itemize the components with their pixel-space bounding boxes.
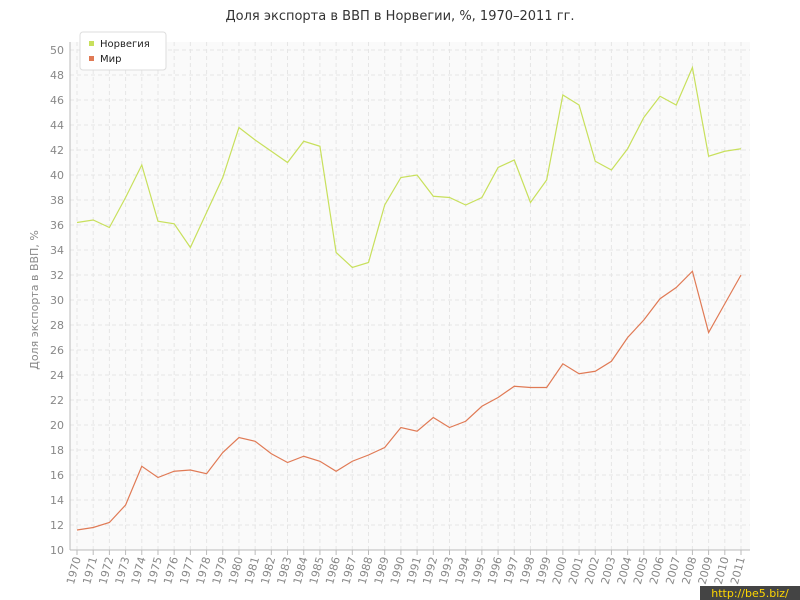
plot-area [70, 42, 750, 550]
chart-title: Доля экспорта в ВВП в Норвегии, %, 1970–… [225, 9, 574, 24]
y-tick-label: 28 [50, 319, 64, 332]
legend-box [79, 31, 167, 71]
y-tick-label: 44 [50, 119, 64, 132]
legend-swatch [89, 56, 94, 61]
y-tick-label: 18 [50, 444, 64, 457]
y-tick-label: 46 [50, 94, 64, 107]
y-tick-label: 14 [50, 494, 64, 507]
y-tick-label: 26 [50, 344, 64, 357]
series-line [76, 65, 742, 269]
y-tick-label: 30 [50, 294, 64, 307]
y-tick-label: 50 [50, 44, 64, 57]
legend-label: Мир [100, 54, 121, 65]
y-tick-label: 42 [50, 144, 64, 157]
legend-swatch [89, 41, 94, 46]
y-tick-label: 24 [50, 369, 64, 382]
y-tick-label: 32 [50, 269, 64, 282]
y-tick-label: 34 [50, 244, 64, 257]
y-tick-label: 16 [50, 469, 64, 482]
y-tick-label: 36 [50, 219, 64, 232]
watermark-bg [700, 586, 800, 600]
y-tick-label: 40 [50, 169, 64, 182]
y-tick-label: 10 [50, 544, 64, 557]
y-tick-label: 12 [50, 519, 64, 532]
y-tick-label: 38 [50, 194, 64, 207]
y-axis-label: Доля экспорта в ВВП, % [28, 230, 41, 370]
series-line [76, 270, 742, 531]
y-tick-label: 22 [50, 394, 64, 407]
watermark: http://be5.biz/ [711, 587, 789, 600]
y-tick-label: 48 [50, 69, 64, 82]
legend-label: Норвегия [100, 39, 150, 50]
y-tick-label: 20 [50, 419, 64, 432]
